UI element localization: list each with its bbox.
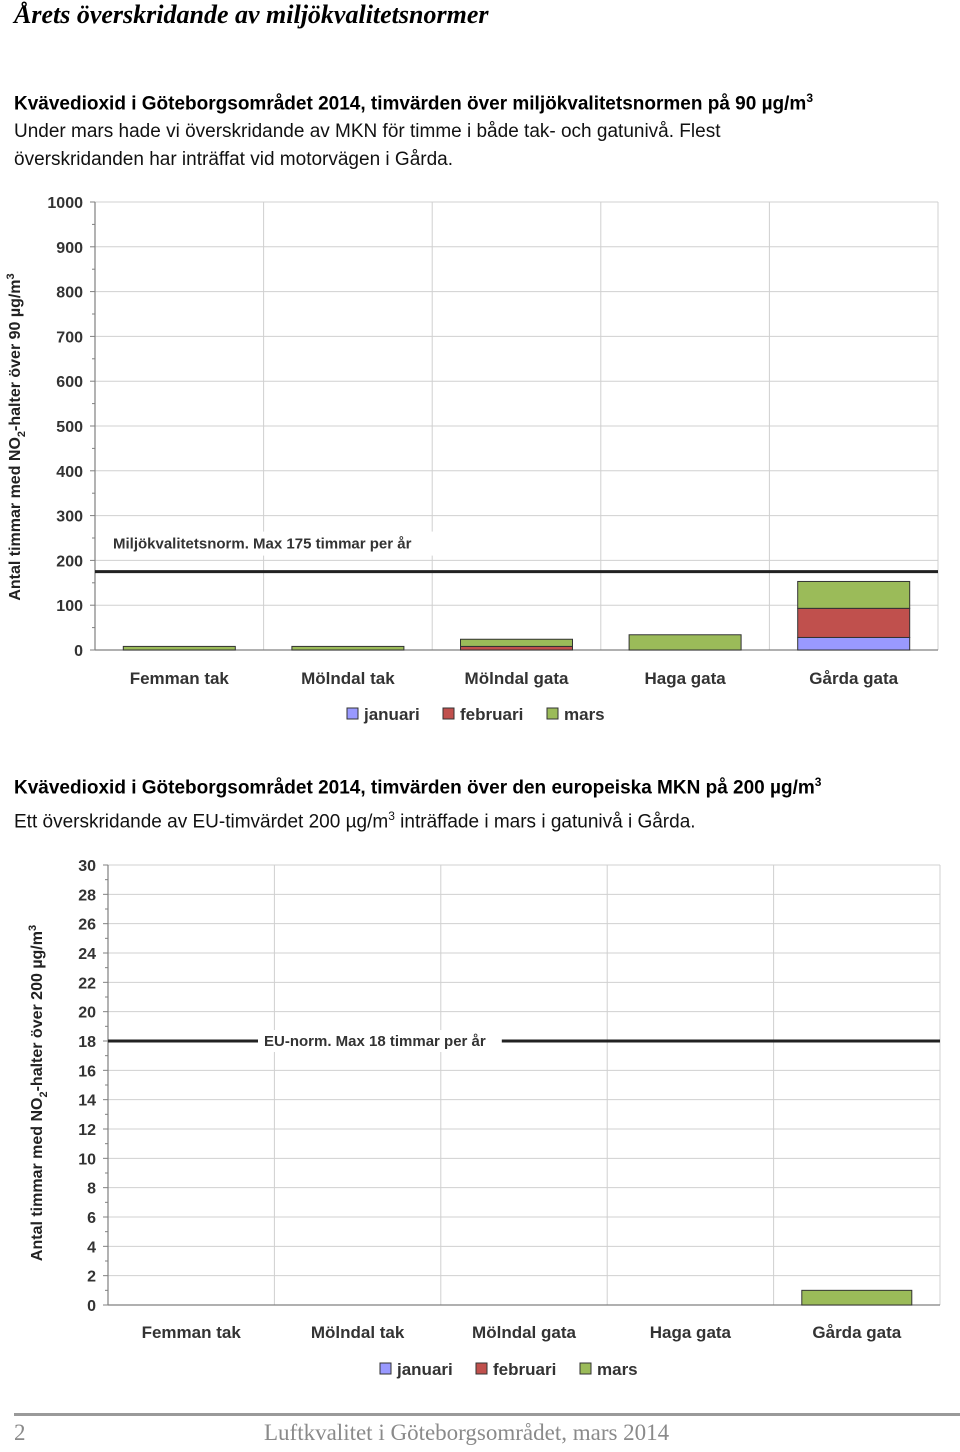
y-tick-label: 0 (87, 1298, 96, 1315)
y-tick-label: 22 (78, 975, 96, 992)
y-tick-label: 14 (78, 1093, 96, 1110)
legend-swatch-januari (379, 1362, 392, 1375)
footer-page-number: 2 (14, 1420, 26, 1445)
y-tick-label: 1000 (47, 195, 83, 212)
y-tick-label: 10 (78, 1151, 96, 1168)
category-label: Mölndal gata (472, 1323, 576, 1342)
bar-m-lndal-tak-mars (291, 645, 405, 651)
y-tick-label: 24 (78, 946, 96, 963)
y-tick-label: 12 (78, 1122, 96, 1139)
legend-swatch-mars (579, 1362, 592, 1375)
bar-haga-gata-mars (628, 634, 742, 651)
y-tick-label: 8 (87, 1181, 96, 1198)
legend-label-januari: januari (363, 705, 420, 724)
grid (107, 864, 941, 1306)
legend-swatch-mars (546, 707, 559, 720)
legend-swatch-februari (475, 1362, 488, 1375)
legend-label-februari: februari (493, 1360, 556, 1379)
bar-m-lndal-gata-mars (460, 638, 573, 647)
bar-femman-tak-mars (122, 645, 236, 651)
y-tick-label: 16 (78, 1063, 96, 1080)
y-axis-label: Antal timmar med NO2-halter över 200 µg/… (27, 925, 50, 1261)
category-label: Gårda gata (809, 669, 898, 688)
bar-g-rda-gata-januari (797, 636, 911, 651)
legend: januari februari mars (379, 1360, 638, 1379)
y-tick-label: 20 (78, 1005, 96, 1022)
chart-mkn-90: 0 100 200 300 400 500 600 700 800 900 1000 Femman t… (5, 195, 939, 724)
legend-label-mars: mars (564, 705, 605, 724)
y-tick-label: 0 (74, 643, 83, 660)
bar-g-rda-gata-mars (797, 580, 911, 609)
legend-swatch-januari (346, 707, 359, 720)
y-tick-label: 30 (78, 858, 96, 875)
category-label: Mölndal gata (465, 669, 569, 688)
y-tick-label: 4 (87, 1239, 96, 1256)
reference-label-bg (107, 531, 452, 556)
category-label: Haga gata (644, 669, 726, 688)
legend-label-januari: januari (396, 1360, 453, 1379)
bar-m-lndal-gata-februari (460, 645, 573, 651)
y-tick-label: 26 (78, 917, 96, 934)
section1-body-line2: överskridanden har inträffat vid motorvä… (14, 149, 453, 171)
y-tick-label: 900 (56, 240, 83, 257)
category-label: Femman tak (130, 669, 230, 688)
reference-line-label: Miljökvalitetsnorm. Max 175 timmar per å… (113, 536, 412, 553)
section1-body-line1: Under mars hade vi överskridande av MKN … (14, 121, 721, 143)
y-tick-label: 500 (56, 419, 83, 436)
footer-divider (14, 1413, 960, 1416)
category-label: Femman tak (142, 1323, 242, 1342)
category-label: Haga gata (650, 1323, 732, 1342)
y-tick-label: 800 (56, 285, 83, 302)
section1-title: Kvävedioxid i Göteborgsområdet 2014, tim… (14, 91, 814, 115)
y-tick-label: 2 (87, 1269, 96, 1286)
section2-title: Kvävedioxid i Göteborgsområdet 2014, tim… (14, 775, 822, 799)
y-tick-label: 700 (56, 329, 83, 346)
section2-body: Ett överskridande av EU-timvärdet 200 µg… (14, 809, 696, 833)
reference-label-bg (258, 1030, 502, 1052)
footer-title: Luftkvalitet i Göteborgsområdet, mars 20… (264, 1420, 670, 1445)
legend-label-februari: februari (460, 705, 523, 724)
y-tick-label: 400 (56, 464, 83, 481)
bar-g-rda-gata-februari (797, 607, 911, 638)
legend-swatch-februari (442, 707, 455, 720)
category-label: Mölndal tak (301, 669, 395, 688)
y-tick-label: 6 (87, 1210, 96, 1227)
page-heading: Årets överskridande av miljökvalitetsnor… (14, 0, 489, 29)
y-tick-label: 18 (78, 1034, 96, 1051)
y-tick-label: 28 (78, 887, 96, 904)
reference-line-label: EU-norm. Max 18 timmar per år (264, 1033, 486, 1050)
y-axis-label: Antal timmar med NO2-halter över 90 µg/m… (5, 273, 28, 600)
legend-label-mars: mars (597, 1360, 638, 1379)
legend: januari februari mars (346, 705, 605, 724)
category-label: Gårda gata (812, 1323, 901, 1342)
category-label: Mölndal tak (311, 1323, 405, 1342)
y-tick-label: 300 (56, 509, 83, 526)
y-tick-label: 200 (56, 553, 83, 570)
y-tick-label: 600 (56, 374, 83, 391)
section-mkn-90: Kvävedioxid i Göteborgsområdet 2014, tim… (14, 84, 944, 174)
y-tick-label: 100 (56, 598, 83, 615)
section-eu-200: Kvävedioxid i Göteborgsområdet 2014, tim… (14, 768, 944, 837)
bar-g-rda-gata-mars (801, 1289, 913, 1306)
